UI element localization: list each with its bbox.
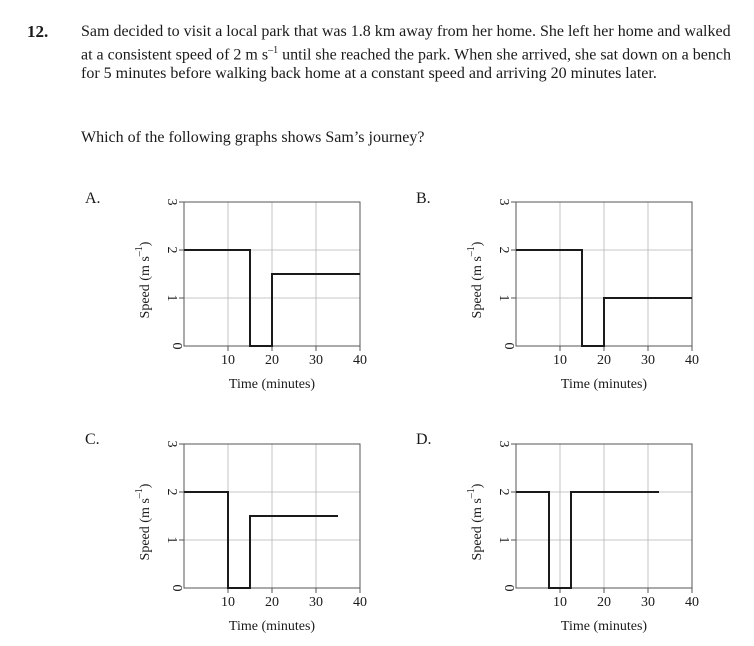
y-tick-label: 0	[169, 343, 184, 350]
speed-time-line	[516, 249, 692, 347]
option-a-label[interactable]: A.	[85, 190, 101, 207]
graph-c: 0 1 2 3 10 20 30 40 Time (minutes) Speed (m s–1)	[134, 441, 367, 635]
x-tick-label: 40	[353, 595, 367, 610]
x-tick-label: 10	[221, 353, 235, 368]
option-d-label[interactable]: D.	[416, 431, 432, 448]
graph-b: 0 1 2 3 10 20 30 40 Time (minutes) Speed (m s–1)	[466, 199, 699, 393]
x-tick-label: 10	[221, 595, 235, 610]
x-tick-label: 20	[597, 595, 611, 610]
y-tick-label: 2	[496, 489, 511, 496]
x-tick-label: 20	[265, 595, 279, 610]
y-tick-label: 1	[164, 537, 179, 544]
x-axis-title: Time (minutes)	[229, 377, 316, 392]
x-tick-label: 10	[553, 353, 567, 368]
y-tick-label: 2	[496, 247, 511, 254]
y-axis-title: Speed (m s–1)	[134, 483, 153, 560]
y-tick-label: 0	[501, 343, 516, 350]
x-axis-title: Time (minutes)	[561, 377, 648, 392]
question-prompt: Which of the following graphs shows Sam’…	[81, 129, 425, 146]
graph-d: 0 1 2 3 10 20 30 40 Time (minutes) Speed (m s–1)	[466, 441, 699, 635]
stem-unit-exponent: –1	[268, 45, 279, 56]
x-tick-label: 20	[265, 353, 279, 368]
y-axis-title: Speed (m s–1)	[134, 241, 153, 318]
x-tick-label: 40	[685, 353, 699, 368]
y-tick-label: 1	[164, 295, 179, 302]
x-axis-title: Time (minutes)	[561, 619, 648, 634]
question-stem: Sam decided to visit a local park that w…	[81, 22, 731, 83]
y-tick-label: 3	[496, 441, 511, 448]
question-number: 12.	[27, 22, 49, 41]
x-tick-label: 30	[641, 595, 655, 610]
x-tick-label: 30	[641, 353, 655, 368]
option-b-label[interactable]: B.	[416, 190, 431, 207]
stem-text-2: until she reached the park. When she arr…	[81, 46, 731, 83]
graph-a: 0 1 2 3 10 20 30 40 Time (minutes) Speed (m s–1)	[134, 199, 367, 393]
y-tick-label: 3	[164, 441, 179, 448]
x-tick-label: 30	[309, 595, 323, 610]
y-tick-label: 1	[496, 295, 511, 302]
y-tick-label: 0	[169, 585, 184, 592]
x-tick-label: 30	[309, 353, 323, 368]
speed-time-line	[184, 491, 338, 589]
y-tick-label: 2	[164, 489, 179, 496]
x-axis-title: Time (minutes)	[229, 619, 316, 634]
speed-time-line	[184, 249, 360, 347]
stem-text-1: Sam decided to visit a local park that w…	[81, 23, 731, 64]
y-tick-label: 3	[496, 199, 511, 206]
option-c-label[interactable]: C.	[85, 431, 100, 448]
x-tick-label: 10	[553, 595, 567, 610]
y-tick-label: 0	[501, 585, 516, 592]
x-tick-label: 20	[597, 353, 611, 368]
x-tick-label: 40	[685, 595, 699, 610]
x-tick-label: 40	[353, 353, 367, 368]
y-axis-title: Speed (m s–1)	[466, 241, 485, 318]
y-tick-label: 1	[496, 537, 511, 544]
y-tick-label: 3	[164, 199, 179, 206]
y-tick-label: 2	[164, 247, 179, 254]
speed-time-line	[516, 491, 659, 589]
y-axis-title: Speed (m s–1)	[466, 483, 485, 560]
